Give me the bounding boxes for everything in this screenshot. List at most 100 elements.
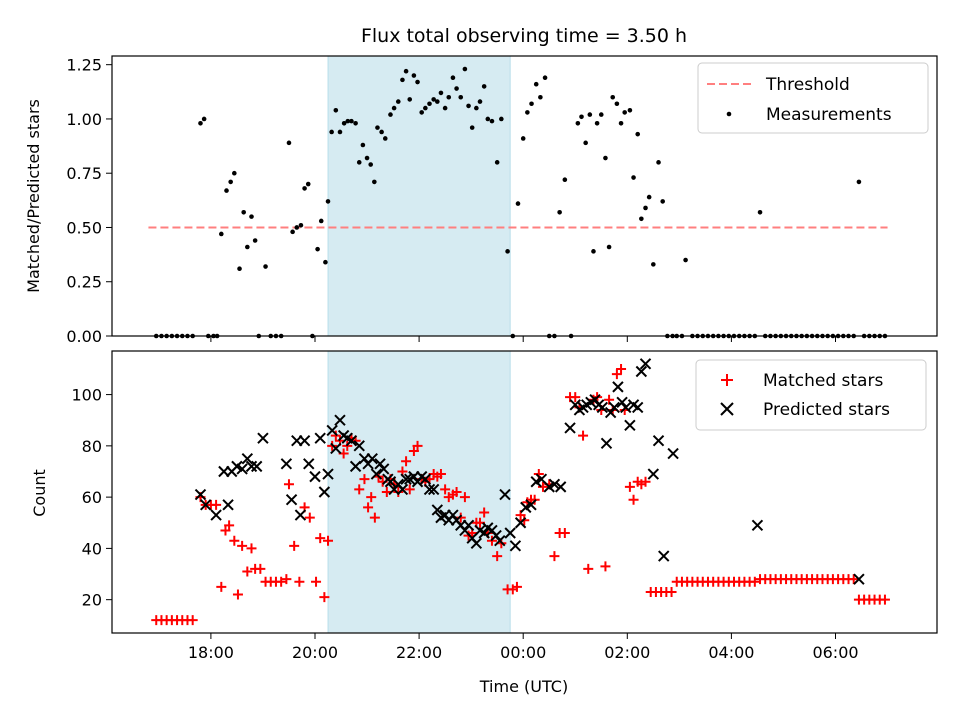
x-tick-label: 06:00 [812, 643, 858, 662]
predicted-star-point [298, 435, 311, 447]
measurement-point [646, 194, 652, 200]
predicted-star-point [314, 432, 326, 444]
bottom-panel: 20 40 60 80 100 18:00 20:00 22:00 00:00 02:00 04:… [30, 350, 938, 696]
matched-star-point [363, 502, 374, 513]
measurement-point [249, 214, 254, 219]
top-panel: 0.00 0.25 0.50 0.75 1.00 1.25 Matched/Predict… [24, 55, 938, 346]
x-tick-label: 00:00 [500, 643, 546, 662]
measurement-point [400, 77, 405, 83]
predicted-star-point [647, 468, 660, 480]
x-tick-label: 18:00 [188, 643, 234, 662]
predicted-star-point [635, 365, 648, 378]
measurement-point [618, 120, 624, 126]
measurement-point [372, 179, 377, 185]
measurement-point [245, 244, 250, 250]
predicted-star-point [330, 442, 342, 455]
x-axis-label: Time (UTC) [479, 677, 568, 696]
matched-star-point [537, 481, 548, 492]
measurement-point [477, 99, 483, 104]
measurement-point [631, 175, 636, 180]
matched-star-point [224, 520, 235, 531]
measurement-point [353, 120, 358, 126]
legend-matched-label: Matched stars [763, 371, 883, 391]
measurement-point [533, 81, 539, 87]
predicted-star-point [490, 529, 502, 542]
measurement-point [318, 218, 324, 224]
predicted-stars-points [194, 358, 865, 585]
predicted-star-point [257, 432, 269, 444]
matched-star-point [216, 581, 227, 592]
matched-star-point [229, 535, 240, 546]
measurement-point [856, 179, 862, 185]
top-x-ticks [210, 336, 837, 342]
matched-star-point [578, 430, 589, 441]
bottom-legend: Matched stars Predicted stars [695, 359, 927, 431]
predicted-star-point [478, 527, 490, 539]
matched-star-point [246, 543, 257, 554]
predicted-star-point [554, 481, 567, 493]
top-legend: Threshold Measurements [697, 62, 929, 134]
measurement-point [591, 249, 596, 254]
measurement-point [454, 86, 459, 91]
measurement-point [485, 116, 491, 122]
measurement-point [594, 120, 600, 126]
measurement-point [469, 125, 475, 130]
predicted-star-point [423, 483, 436, 496]
predicted-star-point [303, 458, 315, 470]
top-y-tick-label: 0.25 [66, 273, 102, 292]
legend-threshold-label: Threshold [765, 75, 850, 95]
measurement-point [583, 140, 588, 146]
predicted-star-point [470, 537, 483, 549]
matched-star-point [237, 540, 248, 551]
measurement-point [579, 114, 584, 120]
measurement-point [587, 112, 593, 117]
predicted-star-point [751, 519, 764, 532]
measurement-point [395, 99, 401, 104]
matched-star-point [451, 487, 462, 497]
matched-star-point [479, 507, 490, 518]
measurement-point [660, 199, 665, 204]
predicted-star-point [194, 488, 207, 501]
predicted-star-point [245, 460, 258, 473]
chart-title: Flux total observing time = 3.50 h [361, 25, 687, 47]
bottom-y-tick-label: 60 [82, 488, 102, 507]
matched-star-point [276, 576, 287, 587]
top-y-tick-label: 1.25 [66, 56, 102, 75]
measurement-point [525, 110, 530, 115]
predicted-star-point [345, 435, 358, 447]
measurement-point [494, 160, 500, 165]
measurement-point [329, 129, 334, 135]
matched-star-point [492, 551, 503, 562]
measurement-point [474, 105, 479, 111]
predicted-star-point [564, 422, 576, 434]
predicted-star-point [294, 509, 307, 521]
matched-star-point [315, 533, 326, 544]
predicted-star-point [366, 452, 378, 465]
predicted-star-point [353, 440, 365, 452]
bottom-x-ticks: 18:00 20:00 22:00 00:00 02:00 04:00 06:00 [188, 633, 859, 662]
measurement-point [263, 264, 268, 269]
matched-star-point [611, 369, 622, 380]
measurement-point [603, 155, 608, 161]
matched-star-point [529, 494, 540, 505]
top-y-tick-label: 1.00 [66, 110, 102, 129]
measurement-point [450, 75, 456, 81]
measurement-point [651, 262, 656, 267]
measurement-point [219, 231, 224, 237]
measurement-point [315, 246, 320, 252]
measurement-point [224, 188, 229, 193]
x-tick-label: 22:00 [396, 643, 442, 662]
predicted-star-point [280, 458, 293, 470]
measurement-point [252, 238, 258, 243]
measurement-point [575, 120, 581, 126]
matched-star-point [640, 476, 651, 487]
measurement-point [360, 142, 366, 148]
matched-star-point [459, 492, 470, 503]
matched-star-point [369, 512, 380, 523]
bottom-y-axis-label: Count [30, 469, 49, 517]
measurement-point [505, 249, 510, 254]
matched-star-point [848, 574, 859, 585]
predicted-star-point [667, 447, 679, 460]
matched-star-point [354, 484, 365, 495]
top-y-tick-label: 0.50 [66, 218, 102, 237]
